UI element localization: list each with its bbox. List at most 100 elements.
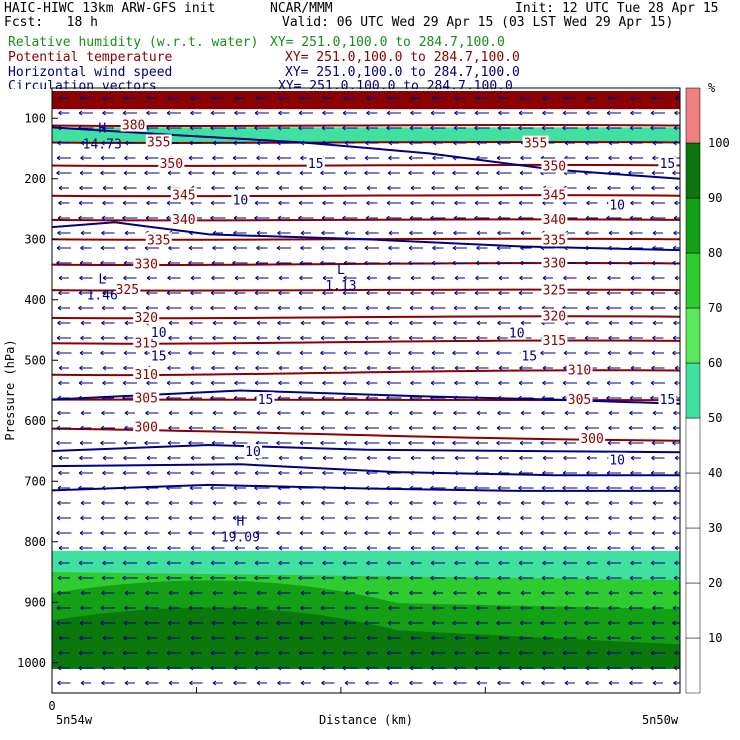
wind-vector (212, 590, 223, 596)
theta-label: 305 (134, 391, 157, 406)
wind-vector (475, 620, 488, 626)
wind-vector (233, 485, 246, 491)
wind-vector (518, 215, 534, 221)
wind-vector (562, 125, 578, 131)
wind-vector (498, 200, 510, 206)
wind-vector (342, 470, 357, 476)
wind-vector (454, 380, 466, 386)
wind-vector (299, 440, 312, 446)
wind-vector (432, 320, 443, 326)
wind-vector (650, 470, 665, 476)
wind-vector (474, 665, 490, 671)
wind-vector (476, 605, 488, 611)
wind-vector (299, 350, 312, 356)
colorbar-bin (685, 472, 701, 529)
wind-vector (58, 365, 69, 371)
wind-vector (452, 515, 467, 521)
wind-vector (674, 635, 680, 641)
wind-vector (541, 680, 555, 686)
wind-vector (102, 110, 114, 116)
wind-vector (101, 395, 114, 401)
wind-vector (211, 95, 225, 101)
wind-vector (146, 470, 158, 476)
wind-vector (386, 650, 401, 656)
wind-vector (278, 365, 289, 371)
wind-vector (453, 140, 467, 146)
wind-vector (497, 395, 510, 401)
wind-vector (365, 410, 379, 416)
theta-label: 310 (134, 368, 157, 383)
wind-vector (540, 350, 556, 356)
theta-label: 345 (543, 189, 566, 204)
wind-vector (78, 290, 93, 296)
wind-vector (276, 440, 292, 446)
wind-vector (628, 245, 643, 251)
wind-vector (212, 335, 224, 341)
wind-vector (166, 290, 181, 296)
wind-vector (278, 185, 289, 191)
wind-vector (651, 545, 665, 551)
wind-vector (322, 635, 333, 641)
wind-vector (474, 575, 490, 581)
wind-vector (190, 650, 202, 656)
wind-vector (431, 545, 445, 551)
wind-vector (234, 650, 246, 656)
wind-vector (366, 290, 378, 296)
wind-vector (343, 530, 356, 536)
wind-vector (630, 185, 641, 191)
theta-label-bg (170, 211, 197, 226)
wind-vector (102, 290, 114, 296)
wind-vector (343, 260, 356, 266)
wind-vector (342, 305, 358, 311)
wind-vector (342, 665, 358, 671)
wind-vector (100, 530, 116, 536)
wind-vector (80, 590, 91, 596)
wind-vector (232, 260, 248, 266)
wind-vector (366, 365, 377, 371)
wind-vector (278, 275, 289, 281)
wind-vector (386, 665, 402, 671)
wind-label-bg (231, 192, 250, 207)
theta-label-bg (541, 232, 568, 247)
wind-vector (342, 485, 358, 491)
wind-vector (586, 185, 597, 191)
wind-vector (431, 635, 445, 641)
wind-vector (58, 635, 69, 641)
wind-vector (167, 275, 181, 281)
wind-vector (410, 275, 421, 281)
wind-vector (652, 140, 663, 146)
wind-vector (542, 455, 553, 461)
wind-vector (430, 290, 445, 296)
wind-vector (211, 635, 225, 641)
wind-label-bg (306, 156, 325, 171)
wind-vector (628, 425, 643, 431)
wind-vector (79, 545, 93, 551)
wind-vector (408, 335, 423, 341)
wind-vector (189, 590, 203, 596)
theta-contour-345 (52, 194, 680, 198)
wind-vector (166, 560, 181, 566)
wind-vector (124, 155, 136, 161)
wind-vector (628, 530, 644, 536)
wind-vector (211, 440, 224, 446)
wind-vector (167, 350, 180, 356)
wind-vector (562, 575, 578, 581)
wind-vector (673, 665, 680, 671)
wind-vector (256, 320, 267, 326)
wind-vector (453, 485, 466, 491)
wind-vector (453, 500, 467, 506)
wind-vector (672, 245, 680, 251)
wind-vector (408, 515, 423, 521)
wind-vector (144, 620, 160, 626)
wind-vector (454, 470, 466, 476)
wind-vector (629, 500, 643, 506)
wind-vector (146, 275, 157, 281)
wind-vector (608, 605, 620, 611)
wind-vector (388, 500, 399, 506)
wind-vector (518, 575, 534, 581)
y-tick-label: 600 (24, 414, 46, 428)
wind-vector (452, 335, 467, 341)
wind-vector (365, 665, 378, 671)
wind-vector (56, 155, 71, 161)
wind-vector (79, 275, 93, 281)
